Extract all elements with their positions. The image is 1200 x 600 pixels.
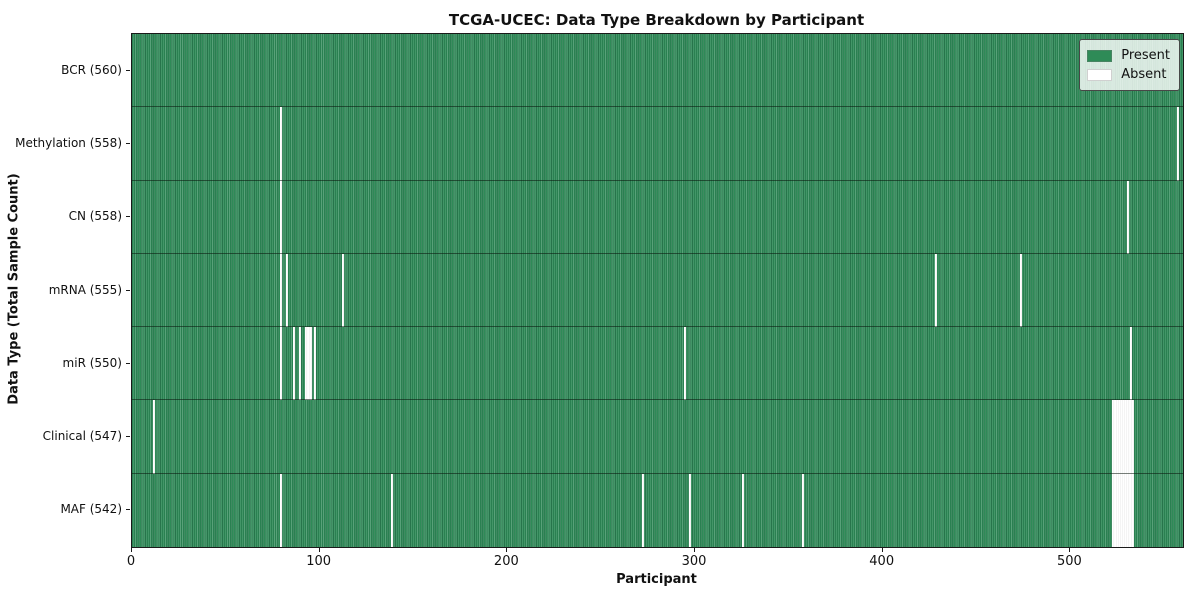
present-swatch [1087,49,1113,62]
x-tick-mark [506,548,508,552]
y-axis-label: Data Type (Total Sample Count) [6,173,22,405]
absent-cell [1177,107,1180,181]
y-tick-label: Methylation (558) [15,135,122,150]
x-tick-label: 400 [869,554,895,569]
absent-cell [1119,473,1122,547]
absent-cell [280,107,283,181]
y-tick-mark [126,509,130,511]
absent-cell [1115,400,1118,474]
x-tick-mark [131,548,132,552]
absent-cell [293,327,296,401]
heatmap-row-maf [132,473,1183,547]
absent-cell [935,253,938,328]
heatmap-row-cn [132,180,1183,254]
absent-cell [285,253,288,328]
absent-cell [1115,473,1118,547]
x-tick-mark [694,548,696,552]
absent-cell [1121,473,1123,547]
absent-cell [342,253,345,328]
heatmap-row-clinical [132,400,1183,474]
absent-cell [1121,400,1123,474]
absent-cell [310,327,313,401]
absent-cell [1019,253,1022,328]
absent-cell [1126,473,1129,547]
legend-label-present: Present [1121,48,1170,63]
absent-cell [308,327,311,401]
x-tick-label: 200 [493,554,519,569]
absent-cell [1122,473,1125,547]
y-tick-mark [126,289,130,291]
absent-cell [1111,400,1114,474]
absent-cell [642,473,645,547]
absent-cell [689,473,692,547]
absent-swatch [1087,68,1113,81]
y-tick-mark [126,436,130,438]
absent-cell [1119,400,1122,474]
absent-cell [280,473,283,547]
absent-cell [1128,473,1131,547]
absent-cell [1111,473,1114,547]
x-tick-mark [318,548,320,552]
absent-cell [1124,473,1127,547]
y-tick-label: MAF (542) [60,502,122,517]
absent-cell [390,473,393,547]
absent-cell [1128,400,1131,474]
absent-cell [1130,473,1133,547]
y-tick-mark [126,216,130,218]
absent-cell [314,327,316,401]
y-tick-label: BCR (560) [61,62,122,77]
absent-cell [1130,400,1133,474]
absent-cell [683,327,686,401]
absent-cell [1113,473,1116,547]
legend-label-absent: Absent [1121,67,1167,82]
heatmap-row-methylation [132,107,1183,181]
absent-cell [1126,400,1129,474]
plot-area: Present Absent [131,33,1184,548]
x-tick-label: 100 [306,554,332,569]
absent-cell [304,327,307,401]
absent-cell [741,473,744,547]
x-tick-mark [1069,548,1071,552]
x-axis-label: Participant [616,572,697,587]
heatmap-row-mrna [132,253,1183,328]
absent-cell [306,327,309,401]
x-tick-mark [881,548,883,552]
y-tick-label: Clinical (547) [42,429,122,444]
absent-cell [1132,400,1135,474]
legend-item-absent: Absent [1087,65,1170,84]
absent-cell [280,327,283,401]
absent-cell [1113,400,1116,474]
y-tick-mark [126,362,130,364]
heatmap-row-bcr [132,34,1183,108]
absent-cell [1117,400,1120,474]
absent-cell [1130,327,1133,401]
absent-cell [1124,400,1127,474]
legend: Present Absent [1079,39,1180,91]
y-tick-label: mRNA (555) [48,282,122,297]
y-tick-label: CN (558) [68,209,122,224]
y-tick-label: miR (550) [62,355,122,370]
absent-cell [280,253,283,328]
absent-cell [280,180,283,254]
heatmap-row-mir [132,327,1183,401]
x-tick-label: 0 [126,554,136,569]
absent-cell [1117,473,1120,547]
legend-item-present: Present [1087,46,1170,65]
absent-cell [1132,473,1135,547]
absent-cell [152,400,155,474]
x-tick-label: 500 [1056,554,1082,569]
y-tick-mark [126,142,130,144]
absent-cell [299,327,301,401]
absent-cell [802,473,804,547]
y-tick-mark [126,69,130,71]
absent-cell [1122,400,1125,474]
chart-title: TCGA-UCEC: Data Type Breakdown by Partic… [448,11,865,29]
absent-cell [1126,180,1129,254]
x-tick-label: 300 [681,554,707,569]
